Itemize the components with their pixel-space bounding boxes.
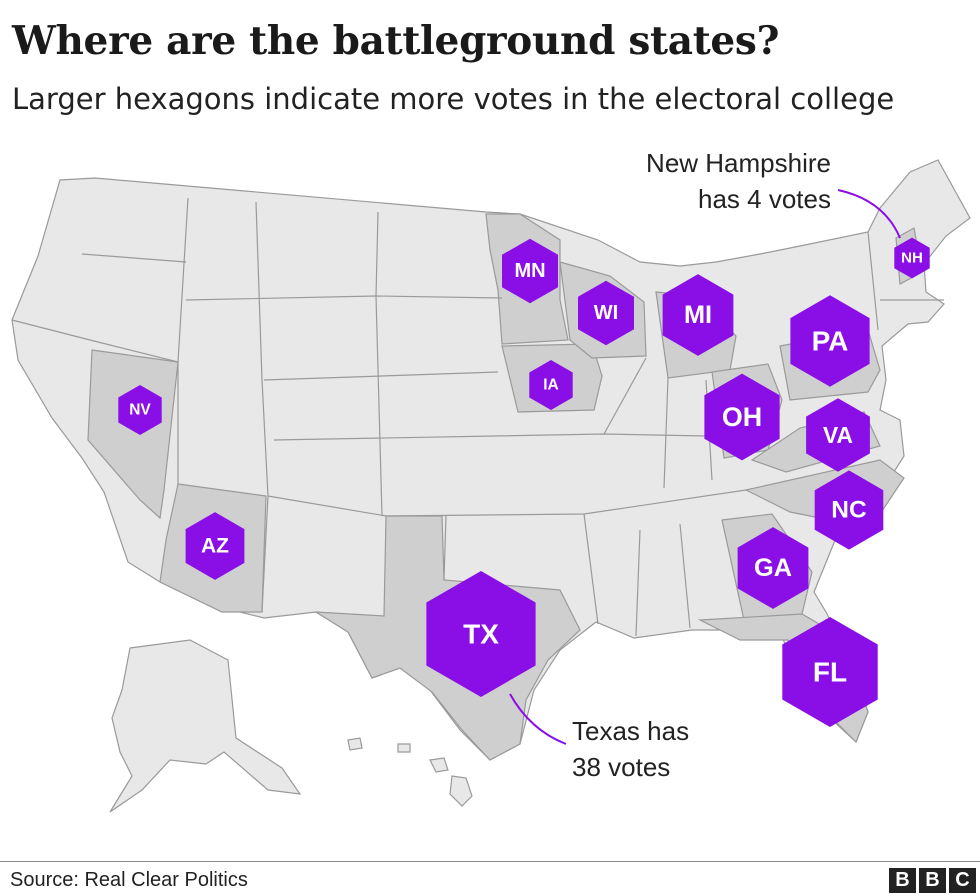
hexagon-label-fl: FL bbox=[813, 657, 847, 688]
hexagon-mn bbox=[502, 238, 558, 304]
us-map: MN WI MI NH PA IA NV OH VA NC AZ GA TX FL New Hampshi… bbox=[11, 148, 971, 813]
bbc-logo-letter: B bbox=[889, 868, 916, 893]
annotation-lines bbox=[509, 189, 901, 745]
bbc-logo-letter: C bbox=[949, 868, 976, 893]
hexagon-nv bbox=[118, 385, 162, 435]
border-line bbox=[185, 295, 503, 301]
hexagon-label-az: AZ bbox=[201, 535, 229, 558]
hexagon-fl bbox=[782, 617, 878, 727]
hexagon-tx bbox=[426, 571, 536, 697]
hexagon-label-wi: WI bbox=[594, 302, 618, 324]
border-line bbox=[603, 357, 647, 435]
border-line bbox=[583, 513, 599, 625]
tx-annotation-line2: 38 votes bbox=[572, 752, 670, 782]
border-line bbox=[11, 319, 179, 363]
hexagon-ga bbox=[737, 527, 809, 609]
hexagon-label-nh: NH bbox=[901, 250, 923, 267]
chart-subtitle: Larger hexagons indicate more votes in t… bbox=[12, 82, 895, 116]
footer-divider bbox=[0, 861, 980, 862]
hawaii-big-island bbox=[449, 775, 473, 807]
border-line bbox=[263, 371, 499, 381]
hexagon-label-ia: IA bbox=[543, 377, 559, 394]
hexagon-label-ga: GA bbox=[754, 554, 792, 582]
tx-annotation-line1: Texas has bbox=[572, 716, 689, 746]
border-line bbox=[635, 529, 641, 637]
hexagon-oh bbox=[704, 373, 780, 461]
nh-annotation-line1: New Hampshire bbox=[646, 148, 831, 178]
hexagon-label-oh: OH bbox=[722, 402, 762, 432]
annotation-labels: New Hampshire has 4 votes Texas has 38 v… bbox=[572, 148, 831, 782]
hexagon-nh bbox=[894, 237, 930, 279]
hexagon-label-va: VA bbox=[823, 422, 853, 448]
hexagon-pa bbox=[790, 295, 870, 387]
border-line bbox=[255, 201, 269, 613]
hexagon-label-mi: MI bbox=[684, 301, 712, 329]
hexagon-mi bbox=[662, 274, 734, 356]
tx-annotation-line bbox=[509, 693, 567, 745]
hexagon-label-nv: NV bbox=[129, 402, 151, 419]
hawaii-maui bbox=[429, 757, 449, 773]
border-line bbox=[443, 515, 447, 581]
hexagon-wi bbox=[578, 280, 634, 346]
hexagon-label-nc: NC bbox=[831, 497, 867, 524]
source-note: Source: Real Clear Politics bbox=[10, 869, 248, 891]
border-line bbox=[81, 253, 187, 263]
hawaii-oahu bbox=[397, 743, 411, 753]
hexagon-label-pa: PA bbox=[812, 326, 849, 357]
hexagon-az bbox=[185, 512, 245, 580]
hexagon-label-tx: TX bbox=[463, 619, 499, 650]
chart-title: Where are the battleground states? bbox=[12, 18, 780, 64]
hexagon-va bbox=[806, 398, 870, 472]
border-line bbox=[663, 377, 669, 489]
hawaii-kauai bbox=[347, 737, 363, 751]
hexagon-label-mn: MN bbox=[514, 260, 545, 282]
nh-annotation-line2: has 4 votes bbox=[698, 184, 831, 214]
border-line bbox=[267, 489, 747, 517]
hexagon-ia bbox=[529, 360, 573, 410]
border-line bbox=[867, 231, 879, 331]
border-line bbox=[679, 523, 691, 629]
nh-annotation-line bbox=[837, 189, 901, 239]
bbc-logo-letter: B bbox=[919, 868, 946, 893]
hexagon-nc bbox=[814, 470, 884, 550]
battleground-hexagons: MN WI MI NH PA IA NV OH VA NC AZ GA TX FL bbox=[118, 237, 930, 727]
alaska-outline bbox=[109, 639, 302, 813]
